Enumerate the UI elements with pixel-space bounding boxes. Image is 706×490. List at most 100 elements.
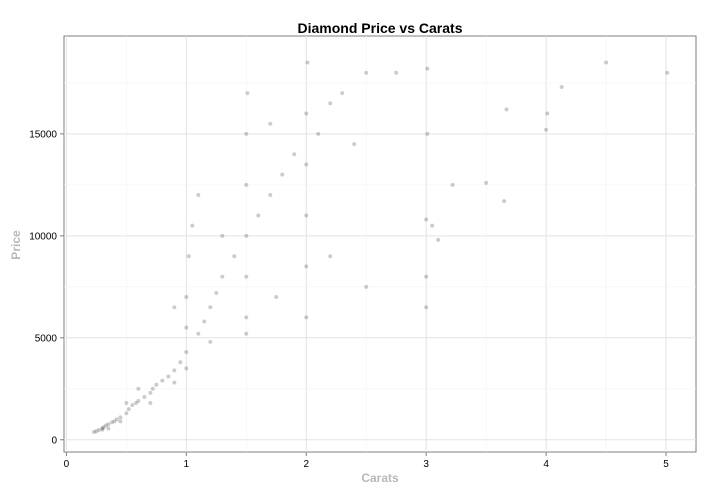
scatter-point: [103, 423, 108, 428]
scatter-point: [274, 295, 279, 300]
scatter-point: [106, 426, 111, 431]
y-tick-label: 10000: [29, 231, 57, 242]
scatter-point: [424, 217, 429, 222]
scatter-point: [244, 315, 249, 320]
scatter-point: [305, 60, 310, 65]
scatter-point: [172, 305, 177, 310]
scatter-point: [544, 127, 549, 132]
scatter-point: [172, 380, 177, 385]
scatter-point: [178, 360, 183, 365]
grid-lines: [64, 36, 696, 452]
scatter-point: [91, 430, 96, 435]
scatter-point: [136, 399, 141, 404]
scatter-point: [304, 264, 309, 269]
scatter-point: [545, 111, 550, 116]
scatter-point: [436, 237, 441, 242]
scatter-point: [424, 274, 429, 279]
x-tick-label: 0: [64, 459, 70, 470]
scatter-point: [130, 403, 135, 408]
scatter-point: [112, 419, 117, 424]
scatter-point: [133, 401, 138, 406]
scatter-point: [166, 374, 171, 379]
scatter-point: [430, 223, 435, 228]
y-tick-label: 15000: [29, 129, 57, 140]
scatter-point: [118, 419, 123, 424]
x-tick-label: 2: [303, 459, 309, 470]
scatter-point: [186, 254, 191, 259]
scatter-point: [172, 368, 177, 373]
scatter-point: [450, 182, 455, 187]
chart-title: Diamond Price vs Carats: [298, 20, 463, 36]
scatter-point: [124, 411, 129, 416]
scatter-point: [244, 274, 249, 279]
scatter-point: [109, 420, 114, 425]
scatter-point: [101, 425, 106, 430]
scatter-point: [304, 315, 309, 320]
scatter-point: [425, 131, 430, 136]
axis-ticks: 0 1 2 3 4 5 0 5000 10000 15000: [29, 129, 669, 470]
scatter-point: [425, 66, 430, 71]
scatter-point: [268, 121, 273, 126]
scatter-point: [604, 60, 609, 65]
scatter-point: [196, 193, 201, 198]
scatter-point: [504, 107, 509, 112]
scatter-point: [114, 417, 119, 422]
scatter-point: [394, 70, 399, 75]
scatter-point: [316, 131, 321, 136]
scatter-point: [244, 131, 249, 136]
scatter-point: [484, 180, 489, 185]
scatter-point: [214, 290, 219, 295]
scatter-point: [118, 415, 123, 420]
scatter-point: [304, 162, 309, 167]
scatter-point: [232, 254, 237, 259]
scatter-point: [244, 233, 249, 238]
scatter-point: [184, 295, 189, 300]
scatter-point: [328, 254, 333, 259]
x-tick-label: 4: [543, 459, 549, 470]
scatter-point: [268, 193, 273, 198]
scatter-point: [184, 350, 189, 355]
scatter-point: [154, 382, 159, 387]
scatter-point: [364, 70, 369, 75]
scatter-point: [184, 366, 189, 371]
y-tick-label: 0: [51, 435, 57, 446]
scatter-point: [665, 70, 670, 75]
scatter-point: [148, 390, 153, 395]
scatter-point: [352, 142, 357, 147]
scatter-point: [340, 91, 345, 96]
scatter-point: [244, 182, 249, 187]
scatter-point: [142, 394, 147, 399]
scatter-point: [256, 213, 261, 218]
scatter-point: [364, 284, 369, 289]
scatter-point: [244, 331, 249, 336]
scatter-point: [328, 101, 333, 106]
x-axis-title: Carats: [361, 471, 399, 485]
scatter-point: [304, 213, 309, 218]
x-tick-label: 5: [663, 459, 669, 470]
scatter-points: [91, 60, 670, 435]
scatter-point: [96, 427, 101, 432]
scatter-point: [106, 422, 111, 427]
scatter-point: [202, 319, 207, 324]
scatter-point: [124, 401, 129, 406]
scatter-point: [184, 325, 189, 330]
y-tick-label: 5000: [35, 333, 58, 344]
x-tick-label: 3: [423, 459, 429, 470]
scatter-point: [196, 331, 201, 336]
scatter-point: [208, 339, 213, 344]
scatter-point: [100, 427, 105, 432]
scatter-point: [245, 91, 250, 96]
scatter-point: [136, 386, 141, 391]
y-axis-title: Price: [9, 230, 23, 260]
scatter-point: [559, 84, 564, 89]
scatter-point: [208, 305, 213, 310]
scatter-point: [280, 172, 285, 177]
scatter-point: [424, 305, 429, 310]
plot-background: [63, 35, 697, 453]
scatter-point: [148, 401, 153, 406]
scatter-point: [190, 223, 195, 228]
scatter-point: [100, 426, 105, 431]
scatter-point: [304, 111, 309, 116]
scatter-point: [292, 152, 297, 157]
